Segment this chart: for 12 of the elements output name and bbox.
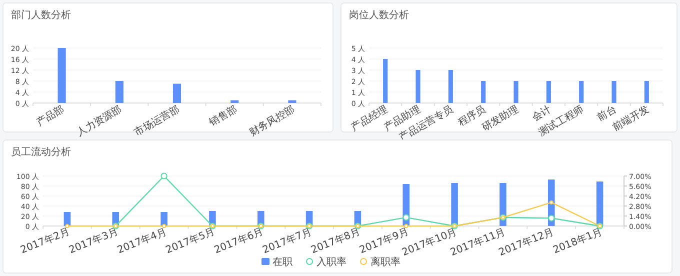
x-tick-label: 财务风控部 xyxy=(247,103,297,139)
x-tick-label: 2018年1月 xyxy=(551,226,604,256)
x-tick-label: 市场运营部 xyxy=(132,103,182,139)
legend-label: 在职 xyxy=(272,256,292,268)
x-tick-label: 销售部 xyxy=(206,103,240,130)
legend-label: 入职率 xyxy=(316,256,346,268)
chart-title: 员工流动分析 xyxy=(11,146,71,158)
x-tick-label: 产品部 xyxy=(34,103,66,129)
x-tick-label: 人力资源部 xyxy=(74,103,124,139)
chart-title: 部门人数分析 xyxy=(11,9,71,21)
legend-label: 离职率 xyxy=(370,256,400,268)
chart-title: 岗位人数分析 xyxy=(349,9,409,21)
